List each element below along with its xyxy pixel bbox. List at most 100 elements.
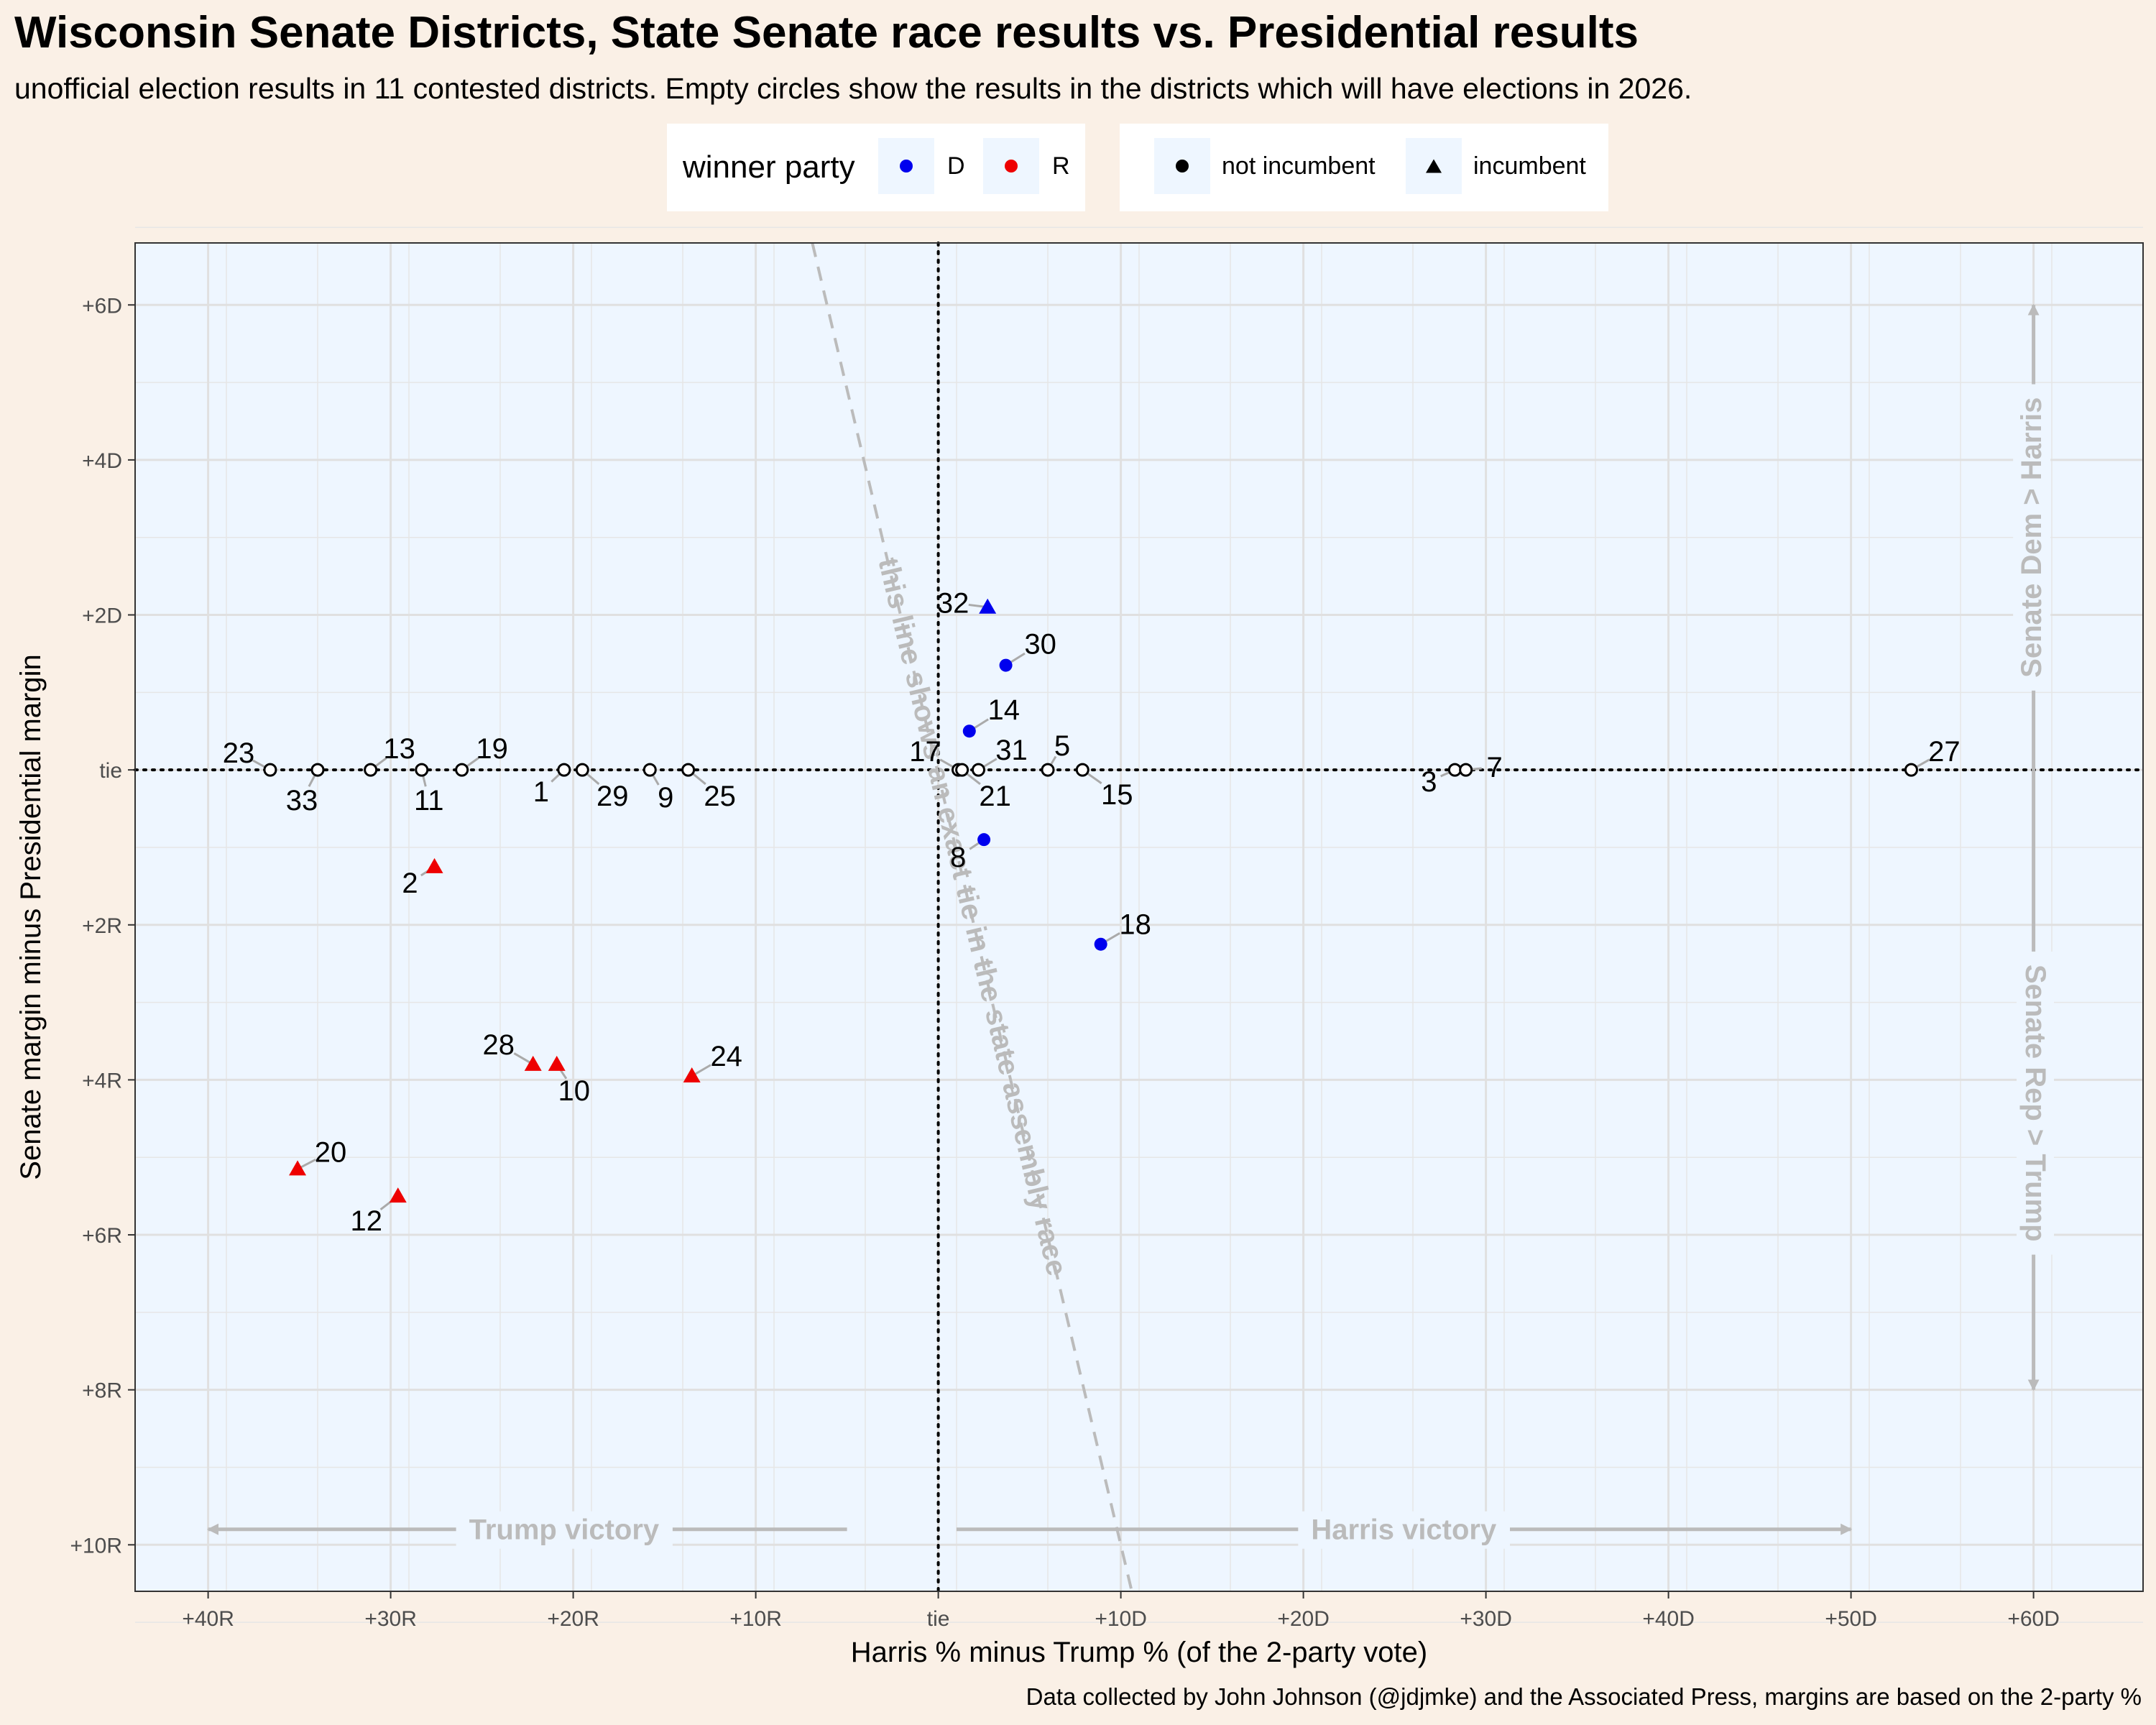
legend-key-incumbent xyxy=(1406,138,1462,194)
district-13-point xyxy=(364,763,378,777)
district-27-point xyxy=(1904,763,1918,777)
assembly-tie-line xyxy=(811,243,1133,1591)
district-20-point xyxy=(289,1160,307,1176)
y-tick-label: +4R xyxy=(82,1069,122,1092)
district-5-label: 5 xyxy=(1054,730,1070,762)
district-10-label: 10 xyxy=(558,1075,590,1107)
legend-title: winner party xyxy=(683,150,855,185)
district-25-label: 25 xyxy=(704,781,736,812)
chart-caption: Data collected by John Johnson (@jdjmke)… xyxy=(1026,1683,2142,1710)
x-tick-label: +10D xyxy=(1095,1607,1147,1631)
district-30-label: 30 xyxy=(1024,629,1056,661)
district-31-point xyxy=(971,763,985,777)
district-17-label: 17 xyxy=(909,736,941,768)
legend-label-not-incumbent: not incumbent xyxy=(1222,152,1376,180)
district-5-point xyxy=(1041,763,1055,777)
district-10-point xyxy=(548,1055,566,1071)
senate-dem-label-bg xyxy=(2013,384,2051,691)
district-19-label: 19 xyxy=(476,733,508,765)
y-tick-label: +2D xyxy=(82,604,122,628)
district-32-point xyxy=(979,598,997,614)
district-27-label: 27 xyxy=(1928,736,1961,768)
district-15-label: 15 xyxy=(1101,779,1133,811)
y-tick-label: tie xyxy=(99,759,122,783)
district-24-label: 24 xyxy=(710,1041,742,1072)
district-3-point xyxy=(1447,763,1462,777)
y-tick-label: +8R xyxy=(82,1379,122,1403)
harris-victory-label: Harris victory xyxy=(1311,1514,1497,1546)
y-axis-title: Senate margin minus Presidential margin xyxy=(15,654,47,1179)
district-3-label: 3 xyxy=(1421,766,1437,798)
district-1-label: 1 xyxy=(533,776,549,808)
r-dot-icon xyxy=(1005,160,1018,172)
district-18-label: 18 xyxy=(1119,909,1151,941)
district-29-label: 29 xyxy=(596,781,629,812)
x-tick-label: +10R xyxy=(729,1607,782,1631)
trump-victory-label-bg xyxy=(456,1511,673,1549)
x-tick-label: +40R xyxy=(182,1607,234,1631)
x-tick-label: +20D xyxy=(1277,1607,1330,1631)
x-tick-label: +50D xyxy=(1825,1607,1877,1631)
district-18-point xyxy=(1094,937,1107,951)
legend-label-incumbent: incumbent xyxy=(1473,152,1586,180)
y-tick-label: +6R xyxy=(82,1224,122,1248)
district-11-point xyxy=(415,763,429,777)
district-19-point xyxy=(455,763,469,777)
circle-icon xyxy=(1176,160,1189,172)
district-32-label: 32 xyxy=(937,588,969,620)
legend-label-r: R xyxy=(1052,152,1070,180)
legend-key-d xyxy=(878,138,934,194)
chart-title: Wisconsin Senate Districts, State Senate… xyxy=(14,8,1639,58)
x-axis-title: Harris % minus Trump % (of the 2-party v… xyxy=(851,1637,1427,1668)
district-1-point xyxy=(557,763,571,777)
district-7-point xyxy=(1459,763,1473,777)
district-21-point xyxy=(955,763,969,777)
d-dot-icon xyxy=(900,160,913,172)
y-tick-label: +4D xyxy=(82,449,122,473)
district-2-label: 2 xyxy=(402,868,418,899)
district-24-point xyxy=(683,1067,701,1083)
triangle-icon xyxy=(1426,159,1442,173)
district-30-point xyxy=(999,658,1013,672)
district-14-label: 14 xyxy=(988,694,1021,726)
district-7-label: 7 xyxy=(1487,752,1503,783)
y-tick-label: +10R xyxy=(70,1534,122,1558)
x-tick-label: +60D xyxy=(2007,1607,2060,1631)
x-tick-label: tie xyxy=(927,1607,950,1631)
y-tick-label: +2R xyxy=(82,914,122,938)
harris-victory-label-bg xyxy=(1298,1511,1511,1549)
district-8-label: 8 xyxy=(950,842,966,873)
district-29-point xyxy=(575,763,589,777)
legend-key-not-incumbent xyxy=(1154,138,1210,194)
district-25-point xyxy=(681,763,696,777)
district-13-label: 13 xyxy=(383,733,415,765)
x-tick-label: +20R xyxy=(547,1607,599,1631)
district-31-label: 31 xyxy=(995,735,1028,766)
district-2-point xyxy=(425,857,443,873)
trump-victory-label: Trump victory xyxy=(469,1514,660,1546)
district-28-label: 28 xyxy=(482,1029,515,1061)
district-9-label: 9 xyxy=(658,782,673,814)
district-23-label: 23 xyxy=(223,737,255,769)
district-11-label: 11 xyxy=(414,785,444,816)
district-8-point xyxy=(977,833,991,847)
district-15-point xyxy=(1075,763,1089,777)
district-28-point xyxy=(524,1055,542,1071)
senate-rep-label-bg xyxy=(2017,951,2055,1255)
plot-border xyxy=(134,242,2144,1592)
legend-key-r xyxy=(983,138,1039,194)
district-23-point xyxy=(263,763,277,777)
senate-rep-label: Senate Rep > Trump xyxy=(2019,965,2051,1242)
district-21-label: 21 xyxy=(979,781,1011,812)
district-12-label: 12 xyxy=(351,1205,383,1237)
x-tick-label: +30R xyxy=(364,1607,417,1631)
district-33-point xyxy=(310,763,325,777)
district-12-point xyxy=(389,1187,407,1203)
district-14-point xyxy=(962,724,976,738)
x-tick-label: +30D xyxy=(1460,1607,1512,1631)
y-tick-label: +6D xyxy=(82,294,122,318)
legend-label-d: D xyxy=(947,152,965,180)
district-33-label: 33 xyxy=(286,785,318,816)
